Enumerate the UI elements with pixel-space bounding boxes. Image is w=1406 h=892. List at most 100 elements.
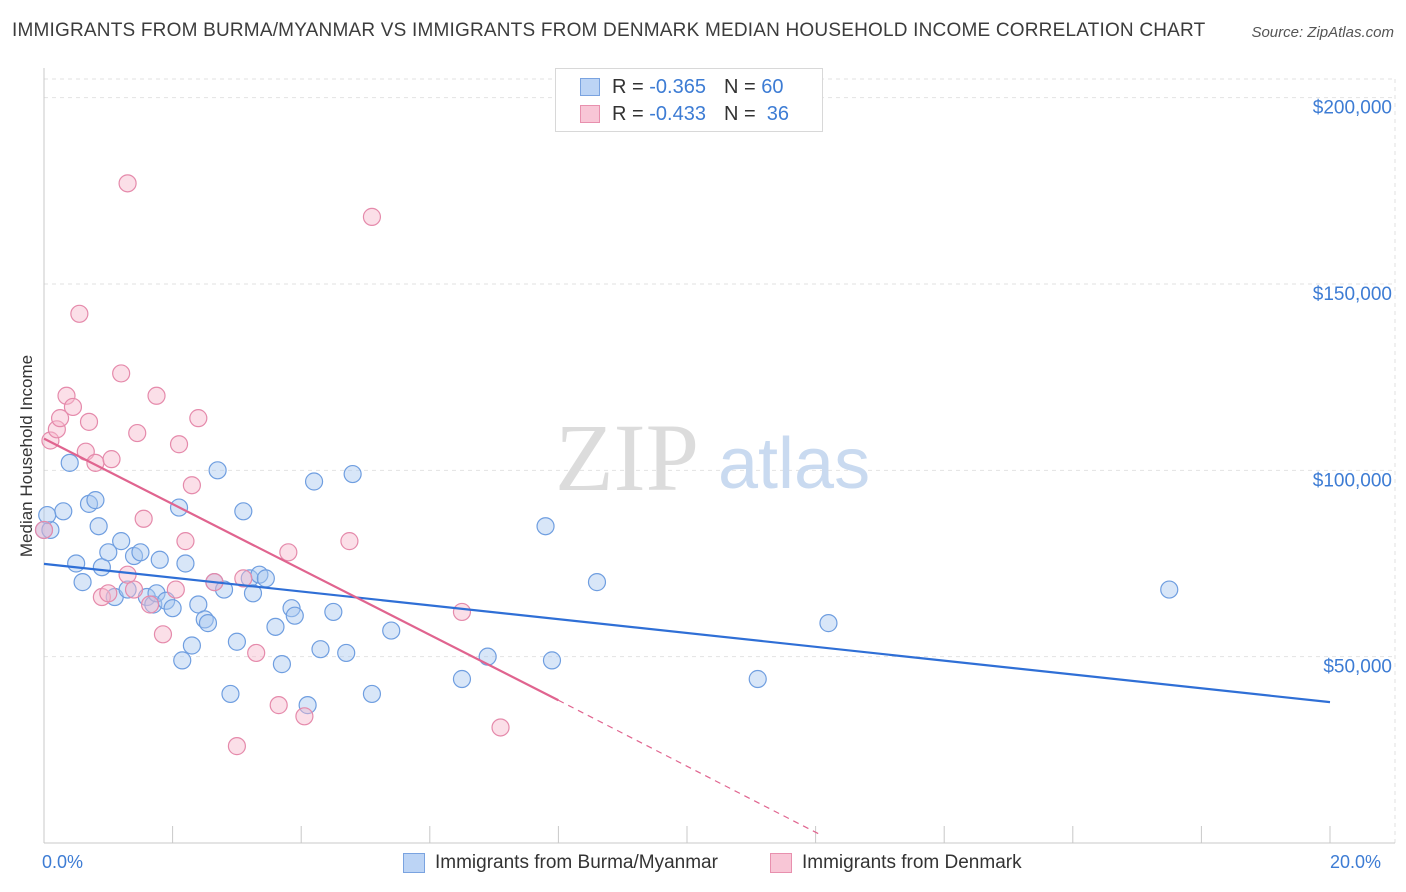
point-denmark: [176, 532, 195, 551]
point-denmark: [169, 435, 189, 454]
point-denmark: [99, 584, 118, 603]
point-denmark: [79, 412, 99, 431]
legend-row-blue: R = -0.365 N = 60: [580, 75, 783, 99]
legend-label-denmark: Immigrants from Denmark: [802, 852, 1022, 873]
point-burma: [147, 584, 166, 603]
y-tick-labels: $50,000 $100,000 $150,000 $200,000: [1313, 98, 1392, 678]
point-denmark: [227, 737, 246, 756]
point-burma: [304, 472, 324, 491]
point-burma: [243, 584, 263, 603]
y-tick-label: $100,000: [1313, 470, 1392, 491]
point-denmark: [295, 707, 314, 726]
point-denmark: [124, 580, 144, 599]
point-burma: [163, 599, 182, 618]
watermark-zip: ZIP: [555, 404, 699, 511]
point-burma: [266, 617, 285, 636]
axes: [43, 68, 1395, 844]
legend-label-burma: Immigrants from Burma/Myanmar: [435, 852, 718, 873]
point-denmark: [234, 569, 253, 588]
point-burma: [1160, 580, 1179, 599]
point-denmark: [102, 450, 121, 469]
point-denmark: [182, 476, 201, 495]
point-denmark: [166, 580, 185, 599]
trend-lines: [43, 437, 1331, 837]
point-burma: [819, 614, 838, 633]
point-denmark: [34, 520, 54, 540]
blue-n-value: 60: [761, 75, 784, 98]
x-tick-label-max: 20.0%: [1330, 852, 1382, 872]
point-burma: [131, 543, 150, 562]
point-burma: [285, 606, 304, 625]
point-burma: [748, 669, 767, 689]
point-denmark: [189, 409, 208, 428]
point-denmark: [247, 643, 266, 663]
point-burma: [99, 543, 118, 562]
point-denmark: [118, 174, 137, 193]
pink-swatch: [770, 853, 792, 873]
point-denmark: [47, 420, 66, 439]
point-denmark: [153, 625, 173, 644]
pink-swatch: [580, 105, 600, 123]
r-label: R =: [612, 102, 644, 125]
point-burma: [41, 520, 60, 540]
point-denmark: [50, 409, 70, 428]
point-burma: [452, 669, 472, 689]
legend-row-pink: R = -0.433 N = 36: [580, 102, 789, 126]
y-tick-label: $150,000: [1313, 284, 1392, 305]
r-label: R =: [612, 75, 644, 98]
n-label: N =: [723, 75, 756, 98]
point-burma: [221, 684, 240, 704]
point-burma: [256, 569, 275, 588]
source-credit: Source: ZipAtlas.com: [1251, 24, 1394, 41]
watermark-atlas: atlas: [718, 424, 870, 504]
point-burma: [536, 517, 555, 536]
chart-title: IMMIGRANTS FROM BURMA/MYANMAR VS IMMIGRA…: [12, 20, 1206, 41]
point-denmark: [57, 386, 76, 405]
point-burma: [343, 464, 362, 484]
point-burma: [587, 573, 607, 592]
point-burma: [214, 580, 234, 599]
point-burma: [311, 640, 330, 659]
point-burma: [478, 647, 497, 666]
pink-n-value: 36: [766, 102, 790, 125]
point-burma: [112, 532, 131, 551]
n-label: N =: [723, 102, 756, 125]
point-denmark: [128, 423, 147, 443]
point-burma: [86, 491, 105, 510]
point-burma: [73, 573, 92, 592]
y-tick-label: $200,000: [1313, 98, 1392, 119]
point-burma: [324, 602, 343, 622]
point-denmark: [452, 602, 472, 622]
point-burma: [89, 517, 108, 536]
y-tick-label: $50,000: [1323, 657, 1392, 678]
point-denmark: [279, 543, 298, 562]
point-burma: [272, 655, 292, 674]
point-burma: [227, 632, 246, 651]
point-burma: [173, 651, 192, 670]
point-burma: [182, 636, 201, 655]
point-burma: [208, 461, 227, 480]
blue-swatch: [580, 78, 600, 96]
point-denmark: [362, 207, 382, 226]
point-denmark: [63, 397, 83, 417]
point-denmark: [340, 532, 359, 551]
point-denmark: [140, 595, 160, 614]
trend-line-denmark-extension: [558, 699, 823, 837]
series-legend: Immigrants from Burma/Myanmar Immigrants…: [0, 852, 1406, 878]
point-denmark: [134, 509, 153, 528]
point-burma: [118, 580, 137, 599]
point-burma: [38, 505, 57, 525]
pink-r-value: -0.433: [649, 102, 706, 125]
point-burma: [176, 554, 195, 573]
point-burma: [382, 621, 401, 640]
legend-item-burma: Immigrants from Burma/Myanmar: [403, 852, 718, 874]
correlation-legend: R = -0.365 N = 60 R = -0.433 N = 36: [555, 68, 823, 132]
point-burma: [298, 696, 317, 715]
legend-item-denmark: Immigrants from Denmark: [770, 852, 1022, 874]
trend-line-burma: [43, 562, 1331, 704]
point-burma: [60, 453, 79, 472]
blue-swatch: [403, 853, 425, 873]
watermark: ZIP atlas: [555, 404, 870, 511]
point-burma: [54, 502, 73, 521]
